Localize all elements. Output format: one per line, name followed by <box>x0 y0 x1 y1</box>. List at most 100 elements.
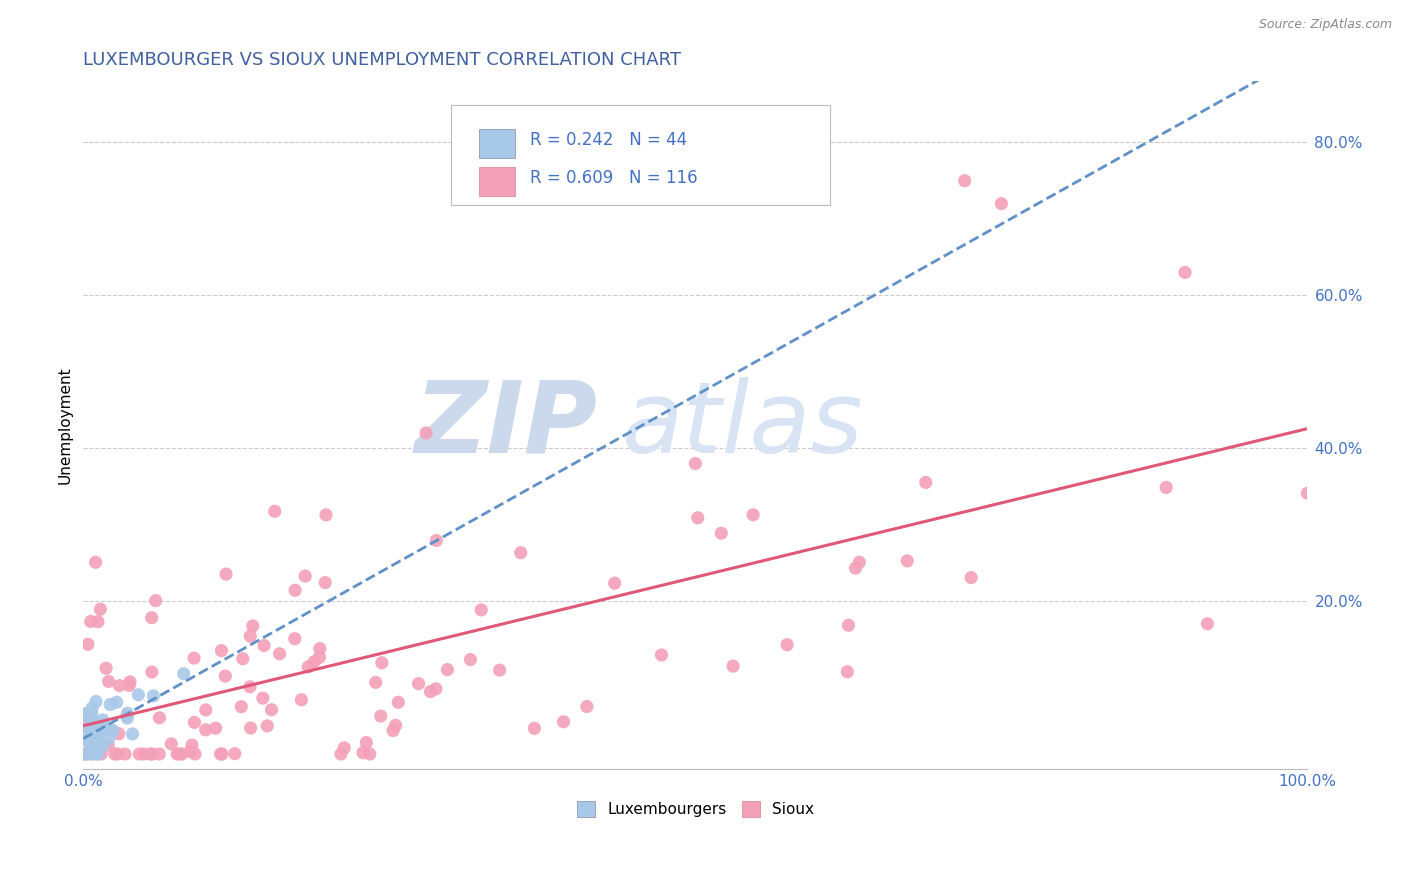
FancyBboxPatch shape <box>450 105 830 205</box>
Point <box>194 703 217 717</box>
Point <box>83 740 105 755</box>
Point <box>382 723 405 738</box>
Point <box>90 747 112 761</box>
Point <box>742 508 765 522</box>
Point <box>214 669 236 683</box>
Point <box>93 738 115 752</box>
Text: Source: ZipAtlas.com: Source: ZipAtlas.com <box>1258 18 1392 31</box>
Point <box>329 747 352 761</box>
Point <box>204 721 226 735</box>
Point <box>167 747 190 761</box>
Point <box>263 504 285 518</box>
Point <box>408 676 430 690</box>
Point <box>77 719 100 733</box>
Point <box>256 719 278 733</box>
Point <box>141 665 163 679</box>
Point <box>308 650 330 665</box>
Point <box>173 666 195 681</box>
Point <box>75 713 97 727</box>
Point <box>77 637 100 651</box>
Point <box>80 715 103 730</box>
Point <box>419 684 441 698</box>
Point <box>132 747 155 761</box>
Point <box>121 727 143 741</box>
Point <box>139 747 162 761</box>
Point <box>194 723 217 737</box>
Point <box>77 734 100 748</box>
Point <box>141 747 163 761</box>
Point <box>364 675 387 690</box>
Point <box>127 688 149 702</box>
Point <box>108 679 131 693</box>
Point <box>142 689 165 703</box>
Point <box>953 174 976 188</box>
Point <box>260 703 283 717</box>
Point <box>73 747 96 761</box>
FancyBboxPatch shape <box>478 167 516 195</box>
Point <box>73 724 96 739</box>
Point <box>315 508 337 522</box>
Point <box>837 665 859 679</box>
Point <box>103 724 125 739</box>
Point <box>990 196 1012 211</box>
Point <box>89 602 111 616</box>
Text: ZIP: ZIP <box>415 376 598 474</box>
Point <box>470 603 492 617</box>
Point <box>118 675 141 690</box>
FancyBboxPatch shape <box>478 128 516 158</box>
Point <box>94 661 117 675</box>
Point <box>89 724 111 739</box>
Point <box>82 741 104 756</box>
Point <box>80 706 103 721</box>
Point <box>239 721 262 735</box>
Text: atlas: atlas <box>621 376 863 474</box>
Point <box>83 714 105 729</box>
Point <box>91 713 114 727</box>
Point <box>73 747 96 761</box>
Point <box>415 425 437 440</box>
Point <box>603 576 626 591</box>
Point <box>837 618 859 632</box>
Point <box>79 727 101 741</box>
Point <box>425 681 447 696</box>
Point <box>84 694 107 708</box>
Point <box>284 632 307 646</box>
Point <box>84 555 107 569</box>
Point <box>224 747 246 761</box>
Point <box>304 655 326 669</box>
Point <box>86 730 108 744</box>
Point <box>87 747 110 761</box>
Point <box>183 715 205 730</box>
Point <box>76 747 98 761</box>
Point <box>308 641 330 656</box>
Point <box>509 546 531 560</box>
Point <box>148 711 170 725</box>
Point <box>488 663 510 677</box>
Point <box>960 571 983 585</box>
Point <box>1154 480 1177 494</box>
Point <box>118 678 141 692</box>
Point <box>84 747 107 761</box>
Point <box>128 747 150 761</box>
Point <box>141 610 163 624</box>
Point <box>776 638 799 652</box>
Text: R = 0.242   N = 44: R = 0.242 N = 44 <box>530 131 688 149</box>
Point <box>239 629 262 643</box>
Point <box>183 651 205 665</box>
Point <box>184 747 207 761</box>
Point <box>76 733 98 747</box>
Point <box>253 639 276 653</box>
Point <box>76 731 98 746</box>
Point <box>384 718 406 732</box>
Point <box>1197 616 1219 631</box>
Point <box>215 567 238 582</box>
Point <box>553 714 575 729</box>
Point <box>232 651 254 665</box>
Point <box>82 701 104 715</box>
Legend: Luxembourgers, Sioux: Luxembourgers, Sioux <box>571 796 820 823</box>
Point <box>211 643 233 657</box>
Point <box>104 747 127 761</box>
Point <box>86 735 108 749</box>
Point <box>107 747 129 761</box>
Point <box>83 729 105 743</box>
